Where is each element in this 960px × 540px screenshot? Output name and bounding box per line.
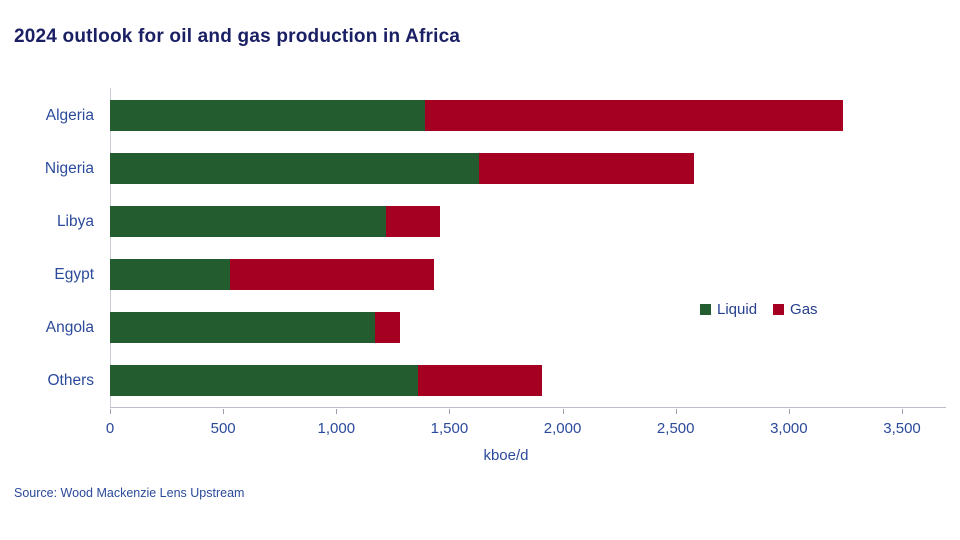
x-tick-label: 0 <box>105 420 115 437</box>
x-tick-mark <box>562 409 564 414</box>
x-tick-label: 3,000 <box>770 420 808 437</box>
chart-title: 2024 outlook for oil and gas production … <box>14 26 461 47</box>
bar-track <box>110 153 902 184</box>
bar-row: Angola <box>0 301 960 354</box>
legend-item-liquid: Liquid <box>700 301 757 318</box>
category-label: Others <box>47 371 94 389</box>
x-tick-label: 2,000 <box>543 420 582 437</box>
source-note: Source: Wood Mackenzie Lens Upstream <box>14 486 245 500</box>
bar-segment-gas <box>374 312 400 343</box>
x-tick-mark <box>788 409 790 414</box>
x-tick-label: 2,500 <box>656 420 695 437</box>
x-tick-label: 500 <box>210 420 236 437</box>
x-tick-label: 1,500 <box>430 420 469 437</box>
x-axis-line <box>110 407 946 408</box>
bar-rows: Algeria Nigeria Libya Egypt Angola Others <box>0 89 960 407</box>
x-axis-title: kboe/d <box>483 447 529 464</box>
legend-label-gas: Gas <box>790 301 818 318</box>
y-axis-line <box>110 88 111 408</box>
x-axis: 0 500 1,000 1,500 2,000 2,500 3,000 3,500 <box>106 407 946 448</box>
bar-row: Egypt <box>0 248 960 301</box>
legend: Liquid Gas <box>700 301 818 318</box>
x-tick-mark <box>675 409 677 414</box>
category-label: Nigeria <box>44 159 94 177</box>
x-tick-mark <box>110 409 111 414</box>
bar-segment-liquid <box>110 312 375 343</box>
bar-row: Others <box>0 354 960 407</box>
bar-track <box>110 100 902 131</box>
bar-track <box>110 365 902 396</box>
x-tick-label: 1,000 <box>317 420 356 437</box>
legend-swatch-liquid <box>700 304 711 315</box>
category-label: Egypt <box>54 265 94 283</box>
bar-segment-liquid <box>110 100 425 131</box>
x-tick-mark <box>449 409 451 414</box>
legend-swatch-gas <box>773 304 785 315</box>
bar-row: Libya <box>0 195 960 248</box>
category-label: Algeria <box>45 106 94 124</box>
bar-track <box>110 259 902 290</box>
bar-track <box>110 206 902 237</box>
bar-segment-liquid <box>110 259 230 290</box>
bar-segment-gas <box>478 153 694 184</box>
legend-item-gas: Gas <box>773 301 818 318</box>
x-tick-label: 3,500 <box>883 420 921 437</box>
bar-row: Nigeria <box>0 142 960 195</box>
bar-row: Algeria <box>0 89 960 142</box>
x-tick-mark <box>336 409 338 414</box>
x-tick-mark <box>902 409 903 414</box>
bar-segment-gas <box>417 365 543 396</box>
bar-segment-gas <box>229 259 434 290</box>
category-label: Libya <box>56 212 94 230</box>
x-tick-mark <box>223 409 225 414</box>
bar-segment-gas <box>386 206 441 237</box>
bar-segment-liquid <box>110 365 418 396</box>
legend-label-liquid: Liquid <box>717 301 758 318</box>
x-axis-ticks: 0 500 1,000 1,500 2,000 2,500 3,000 3,500 <box>106 408 921 448</box>
bar-segment-liquid <box>110 153 479 184</box>
bar-segment-liquid <box>110 206 387 237</box>
category-label: Angola <box>45 318 94 336</box>
bar-segment-gas <box>424 100 844 131</box>
bar-track <box>110 312 902 343</box>
